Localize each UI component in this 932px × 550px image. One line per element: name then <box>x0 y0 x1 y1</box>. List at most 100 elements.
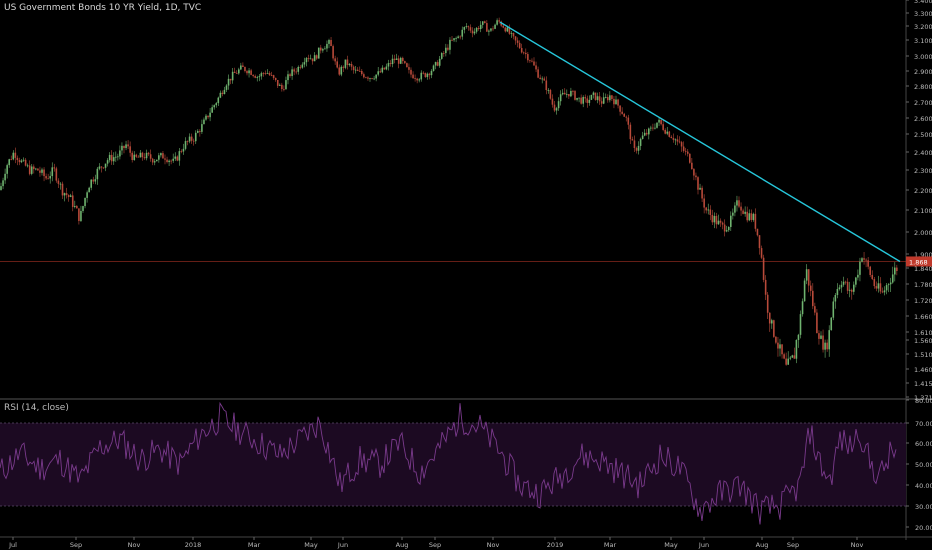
time-tick-label: Mar <box>248 541 261 549</box>
price-tick-label: 2.300 <box>914 167 932 175</box>
candle-body <box>8 159 10 166</box>
candle-body <box>861 258 863 262</box>
candle-body <box>340 66 343 75</box>
rsi-pane[interactable] <box>0 401 906 525</box>
candle-body <box>873 279 876 287</box>
candle-body <box>684 150 687 152</box>
candle-body <box>402 57 404 62</box>
candle-body <box>793 355 796 359</box>
candle-body <box>820 335 822 339</box>
candle-body <box>516 40 519 43</box>
candle-body <box>891 274 894 283</box>
candle-body <box>377 71 379 75</box>
candle-body <box>82 206 84 211</box>
candle-body <box>182 148 185 152</box>
candle-body <box>209 112 211 118</box>
candle-body <box>850 289 853 292</box>
candle-body <box>135 154 138 157</box>
candle-body <box>600 101 603 104</box>
time-tick-label: 2018 <box>185 541 202 549</box>
candle-body <box>475 28 478 32</box>
candle-body <box>664 129 666 134</box>
candle-body <box>174 156 177 159</box>
candle-body <box>406 63 408 68</box>
time-axis[interactable]: Jul Sep Nov 2018 Mar May Jun Aug Sep Nov 2019 Mar Ma… <box>8 537 863 549</box>
candle-body <box>490 28 492 31</box>
candle-body <box>500 21 502 26</box>
trendline[interactable] <box>499 21 901 263</box>
candle-body <box>707 209 710 211</box>
candle-body <box>49 176 51 179</box>
candle-body <box>55 168 58 181</box>
candle-body <box>715 215 718 225</box>
candle-body <box>449 39 451 50</box>
candle-body <box>149 154 152 159</box>
candle-body <box>426 73 429 78</box>
time-tick-label: Sep <box>70 541 82 549</box>
candle-body <box>311 58 314 62</box>
price-tick-label: 3.300 <box>914 10 932 18</box>
candle-body <box>498 20 500 22</box>
candle-body <box>338 67 341 75</box>
candle-body <box>231 71 234 81</box>
candle-body <box>416 78 418 81</box>
candle-body <box>178 151 181 161</box>
candle-body <box>201 124 203 132</box>
time-tick-label: Jun <box>337 541 348 549</box>
candle-body <box>846 281 849 291</box>
candle-body <box>4 173 6 181</box>
candle-body <box>45 176 47 179</box>
candle-body <box>156 159 158 162</box>
candle-body <box>283 89 285 90</box>
rsi-axis[interactable]: 80.00 70.00 60.00 50.00 40.00 30.00 20.00 <box>906 397 932 532</box>
candle-body <box>211 107 213 113</box>
rsi-line <box>0 401 897 525</box>
candle-body <box>264 73 267 75</box>
candle-body <box>760 248 763 258</box>
candle-body <box>180 151 183 152</box>
candle-body <box>262 73 265 74</box>
candle-body <box>609 95 611 101</box>
candle-body <box>814 306 816 313</box>
candle-body <box>0 186 2 190</box>
candle-body <box>170 160 172 162</box>
candle-body <box>383 67 386 70</box>
candle-body <box>307 58 310 59</box>
price-tick-label: 1.415 <box>914 380 932 388</box>
price-tick-label: 2.100 <box>914 207 932 215</box>
candle-body <box>342 66 345 68</box>
candle-body <box>818 333 820 339</box>
candle-body <box>594 92 597 100</box>
candle-body <box>96 168 99 180</box>
candle-body <box>611 95 613 99</box>
candle-body <box>514 36 517 41</box>
price-tick-label: 1.900 <box>914 251 932 259</box>
candle-body <box>348 63 351 66</box>
candle-body <box>812 290 814 307</box>
candle-body <box>717 220 720 225</box>
candle-body <box>221 92 224 94</box>
candle-body <box>129 146 131 153</box>
candle-body <box>848 289 851 291</box>
price-tick-label: 3.400 <box>914 0 932 5</box>
candle-body <box>553 104 556 111</box>
candle-body <box>660 119 662 125</box>
candle-body <box>539 77 541 80</box>
candle-body <box>207 115 209 118</box>
rsi-tick-label: 70.00 <box>915 420 932 428</box>
price-axis[interactable]: 3.400 3.300 3.200 3.100 3.000 2.900 2.800 2.700… <box>906 0 932 402</box>
candle-body <box>525 52 527 55</box>
candle-body <box>656 122 658 128</box>
candle-body <box>629 124 632 140</box>
price-tick-label: 1.371 <box>914 394 932 402</box>
candle-body <box>256 77 259 78</box>
price-label-box <box>906 256 932 267</box>
candle-body <box>305 58 308 63</box>
candle-body <box>576 97 578 100</box>
candle-body <box>354 69 357 71</box>
candle-body <box>869 266 871 275</box>
candle-body <box>853 284 855 292</box>
candle-body <box>701 187 703 199</box>
